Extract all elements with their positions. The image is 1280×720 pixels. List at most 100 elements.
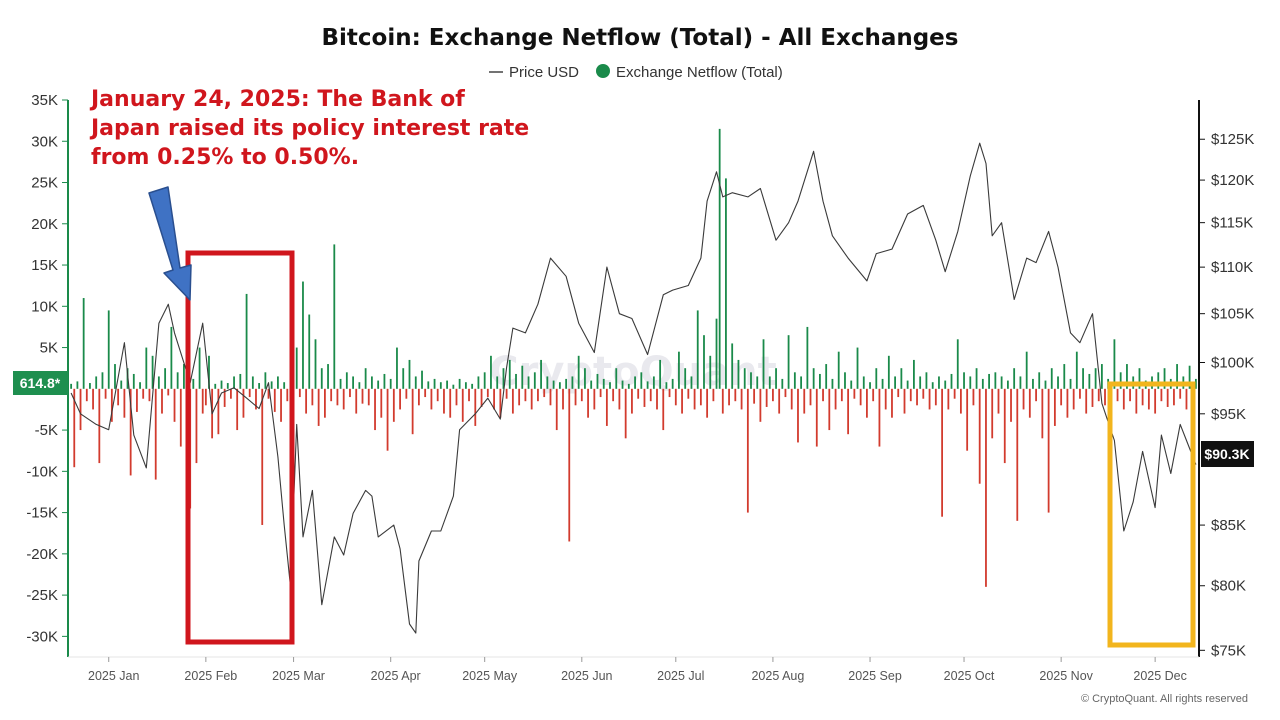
netflow-bar-inflow	[120, 380, 123, 389]
right-tick-label: $115K	[1211, 215, 1253, 232]
right-tick-label: $105K	[1211, 306, 1254, 323]
netflow-bar-outflow	[740, 388, 743, 410]
right-tick-label: $120K	[1211, 172, 1254, 189]
netflow-bar-outflow	[587, 388, 589, 418]
netflow-bar-outflow	[1185, 388, 1188, 410]
netflow-bar-outflow	[1035, 388, 1037, 402]
netflow-bar-inflow	[552, 380, 555, 389]
netflow-bar-outflow	[790, 388, 793, 410]
legend-netflow-label: Exchange Netflow (Total)	[616, 64, 783, 81]
netflow-bar-inflow	[1119, 372, 1122, 389]
netflow-bar-inflow	[994, 372, 997, 389]
netflow-bar-outflow	[317, 388, 320, 426]
netflow-bar-outflow	[136, 388, 138, 412]
left-tick-label: 15K	[31, 257, 58, 274]
left-tick-label: 35K	[31, 92, 58, 109]
netflow-bar-outflow	[834, 388, 837, 410]
netflow-bar-outflow	[903, 388, 906, 414]
netflow-bar-inflow	[627, 383, 630, 389]
netflow-bar-inflow	[558, 382, 561, 389]
netflow-bar-outflow	[693, 388, 696, 410]
annotation-line-1: January 24, 2025: The Bank of	[89, 87, 465, 112]
netflow-bar-inflow	[956, 339, 959, 389]
right-tick-label: $95K	[1211, 406, 1246, 423]
netflow-bar-outflow	[499, 388, 502, 418]
netflow-bar-inflow	[602, 378, 605, 389]
netflow-bar-inflow	[718, 128, 721, 389]
netflow-bar-outflow	[411, 388, 414, 435]
annotation-line-2: Japan raised its policy interest rate	[89, 116, 529, 141]
netflow-bar-inflow	[414, 376, 417, 389]
netflow-bar-inflow	[1019, 376, 1022, 389]
netflow-bar-inflow	[264, 372, 267, 389]
netflow-bar-outflow	[386, 388, 389, 451]
netflow-bar-inflow	[837, 351, 840, 389]
netflow-bar-inflow	[856, 347, 859, 389]
netflow-bar-inflow	[490, 355, 492, 389]
netflow-bar-outflow	[991, 388, 994, 439]
netflow-bar-inflow	[452, 384, 455, 389]
netflow-bar-inflow	[302, 281, 304, 389]
netflow-bar-outflow	[217, 388, 220, 435]
netflow-bar-inflow	[825, 364, 828, 389]
netflow-bar-outflow	[286, 388, 289, 402]
netflow-bar-outflow	[117, 388, 120, 406]
netflow-bar-outflow	[978, 388, 981, 484]
left-tick-label: -15K	[26, 505, 58, 522]
netflow-bar-inflow	[596, 373, 599, 389]
netflow-bar-outflow	[1135, 388, 1138, 414]
netflow-bar-inflow	[396, 347, 398, 389]
netflow-bar-inflow	[750, 372, 752, 389]
netflow-bar-outflow	[784, 388, 787, 398]
netflow-bar-inflow	[819, 373, 821, 389]
right-y-axis: $125K $120K $115K $110K $105K $100K $95K $85K $8…	[1199, 131, 1254, 659]
netflow-bar-outflow	[612, 388, 615, 402]
netflow-bar-outflow	[204, 388, 207, 406]
netflow-bar-outflow	[298, 388, 301, 398]
netflow-bar-outflow	[511, 388, 514, 414]
right-tick-label: $75K	[1211, 642, 1246, 659]
netflow-bar-inflow	[577, 355, 580, 389]
netflow-bar-inflow	[1006, 380, 1009, 389]
netflow-bar-inflow	[333, 244, 336, 389]
netflow-bar-inflow	[709, 355, 712, 389]
netflow-bar-outflow	[972, 388, 975, 406]
netflow-bar-inflow	[1088, 373, 1091, 389]
netflow-bar-inflow	[402, 368, 405, 389]
netflow-bar-inflow	[139, 382, 141, 389]
netflow-bar-inflow	[327, 364, 329, 389]
netflow-bar-outflow	[753, 388, 756, 404]
netflow-bar-outflow	[1097, 388, 1100, 402]
netflow-bar-inflow	[521, 365, 524, 389]
netflow-bar-outflow	[803, 388, 806, 414]
netflow-bar-outflow	[468, 388, 470, 402]
netflow-bar-inflow	[768, 376, 771, 389]
netflow-bar-inflow	[659, 359, 662, 389]
netflow-bar-inflow	[634, 376, 636, 389]
netflow-bar-outflow	[449, 388, 452, 418]
netflow-bar-inflow	[1188, 365, 1191, 389]
netflow-bar-inflow	[571, 376, 574, 389]
netflow-bar-inflow	[800, 376, 803, 389]
netflow-bar-inflow	[82, 298, 85, 389]
netflow-bar-inflow	[164, 368, 167, 389]
netflow-bar-outflow	[1116, 388, 1119, 402]
netflow-bar-outflow	[543, 388, 546, 398]
netflow-bar-inflow	[496, 376, 499, 389]
right-tick-label: $80K	[1211, 578, 1246, 595]
netflow-bar-inflow	[615, 368, 618, 389]
x-tick-label: 2025 Nov	[1039, 669, 1093, 683]
netflow-bar-inflow	[95, 376, 98, 389]
netflow-bar-inflow	[283, 382, 286, 389]
netflow-bar-inflow	[1138, 368, 1141, 389]
netflow-bar-inflow	[906, 380, 909, 389]
netflow-bar-inflow	[157, 376, 160, 389]
netflow-bar-inflow	[471, 383, 474, 389]
netflow-bar-inflow	[862, 376, 865, 389]
netflow-bar-outflow	[399, 388, 401, 410]
netflow-bar-outflow	[555, 388, 558, 431]
netflow-bar-outflow	[828, 388, 831, 431]
netflow-bar-inflow	[295, 347, 298, 389]
right-tick-label: $110K	[1211, 259, 1253, 276]
netflow-bar-outflow	[593, 388, 596, 410]
